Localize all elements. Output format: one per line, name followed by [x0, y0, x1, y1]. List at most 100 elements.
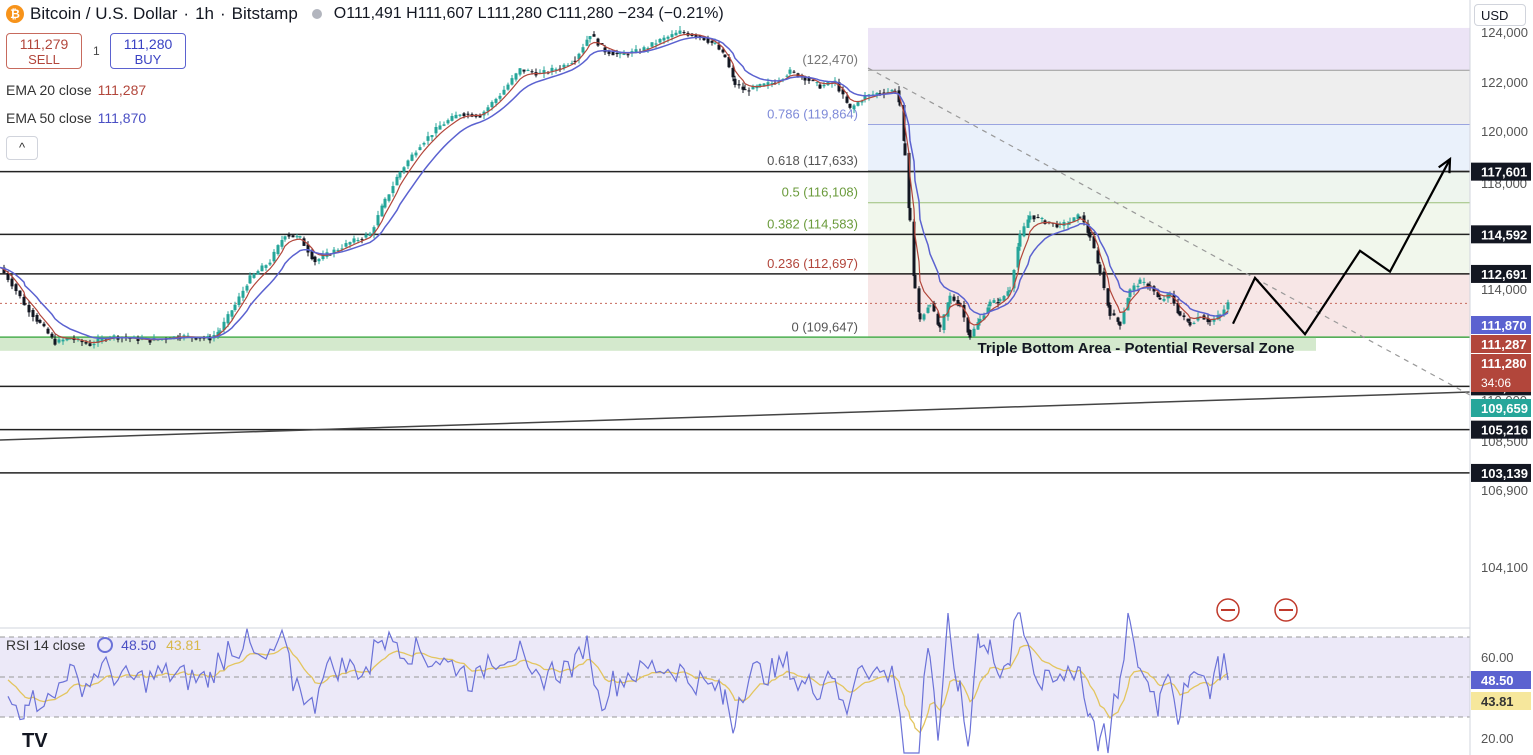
candle-body [276, 245, 280, 255]
axis-tick-label: 114,000 [1481, 282, 1527, 297]
candle-body [577, 53, 581, 60]
candle-body [938, 324, 942, 328]
candle-body [1156, 292, 1160, 298]
candle-body [454, 114, 458, 119]
candle-body [328, 254, 332, 256]
candle-body [845, 96, 849, 103]
candle-body [222, 321, 226, 330]
candle-body [530, 71, 534, 73]
candle-body [743, 89, 747, 91]
candle-body [1055, 223, 1059, 228]
axis-price-label: 111,280 [1481, 356, 1527, 371]
candle-body [352, 238, 356, 243]
candle-body [18, 290, 22, 297]
candle-body [713, 42, 717, 44]
axis-level-badge [1471, 162, 1531, 181]
candle-body [1006, 291, 1010, 296]
candle-body [68, 338, 72, 340]
candle-body [607, 50, 611, 54]
candle-body [1088, 232, 1092, 238]
candle-body [23, 303, 27, 305]
candle-body [807, 77, 811, 81]
candle-body [682, 32, 686, 34]
collapse-legend-button[interactable]: ^ [6, 136, 38, 160]
candle-body [50, 333, 54, 338]
candle-body [596, 38, 600, 46]
candle-body [922, 314, 926, 320]
candle-body [996, 302, 1000, 304]
currency-selector[interactable]: USD [1474, 4, 1526, 26]
candle-body [926, 307, 930, 313]
candle-body [908, 207, 912, 221]
candle-body [1028, 215, 1032, 220]
candle-body [226, 314, 230, 324]
candle-body [216, 331, 220, 335]
axis-price-badge [1471, 354, 1531, 392]
candle-body [1158, 297, 1162, 300]
refresh-icon[interactable] [97, 637, 114, 653]
candle-body [662, 37, 666, 41]
axis-tick-label: 124,000 [1481, 25, 1528, 40]
candle-body [678, 30, 682, 34]
candle-body [514, 73, 518, 80]
axis-level-badge [1471, 463, 1531, 482]
candle-body [88, 343, 92, 346]
candle-body [57, 339, 61, 343]
candle-body [758, 84, 762, 88]
candle-body [751, 85, 755, 90]
candle-body [14, 284, 18, 292]
candle-body [490, 102, 494, 108]
candle-body [1108, 304, 1112, 316]
buy-button[interactable]: 111,280 BUY [110, 33, 186, 69]
candle-body [837, 82, 841, 92]
candle-body [978, 318, 982, 323]
candle-body [280, 240, 284, 247]
candle-body [917, 288, 921, 312]
candle-body [31, 309, 35, 317]
candle-body [785, 75, 789, 77]
ema20-legend[interactable]: EMA 20 close 111,287 [6, 82, 146, 98]
candle-body [968, 329, 972, 338]
support-trendline [0, 391, 1471, 441]
fib-label-1: (122,470) [802, 52, 858, 67]
candle-body [898, 102, 902, 104]
candle-body [430, 135, 434, 138]
axis-price-badge [1471, 335, 1531, 353]
axis-level-label: 112,691 [1481, 267, 1527, 282]
candle-body [1122, 311, 1126, 324]
candle-body [741, 86, 745, 90]
projection-path [1232, 158, 1451, 337]
candle-body [332, 249, 336, 253]
candle-body [878, 93, 882, 95]
candle-body [1212, 318, 1216, 322]
axis-level-label: 114,592 [1481, 227, 1527, 242]
ema50-legend[interactable]: EMA 50 close 111,870 [6, 110, 146, 126]
candle-body [670, 34, 674, 38]
candle-body [1188, 322, 1192, 326]
candle-body [710, 40, 714, 43]
sell-button[interactable]: 111,279 SELL [6, 33, 82, 69]
candle-body [770, 83, 774, 85]
candle-body [478, 114, 482, 118]
candle-body [982, 315, 986, 320]
candle-body [1126, 298, 1130, 311]
rsi-legend[interactable]: RSI 14 close 48.50 43.81 [6, 637, 201, 653]
candle-body [603, 47, 607, 53]
candle-body [634, 49, 638, 53]
candle-body [194, 337, 198, 340]
candle-body [494, 98, 498, 103]
candle-body [956, 299, 960, 306]
symbol-name[interactable]: Bitcoin / U.S. Dollar [30, 4, 178, 23]
candle-body [348, 242, 352, 245]
candle-body [46, 328, 50, 334]
interval[interactable]: 1h [195, 4, 214, 23]
candle-body [295, 236, 299, 238]
candle-body [336, 249, 340, 251]
buy-label: BUY [134, 52, 162, 67]
candle-body [446, 120, 450, 124]
candle-body [1102, 271, 1106, 289]
axis-level-label: 105,216 [1481, 423, 1528, 438]
rsi-ma-line [7, 644, 1229, 734]
candle-body [702, 36, 706, 41]
